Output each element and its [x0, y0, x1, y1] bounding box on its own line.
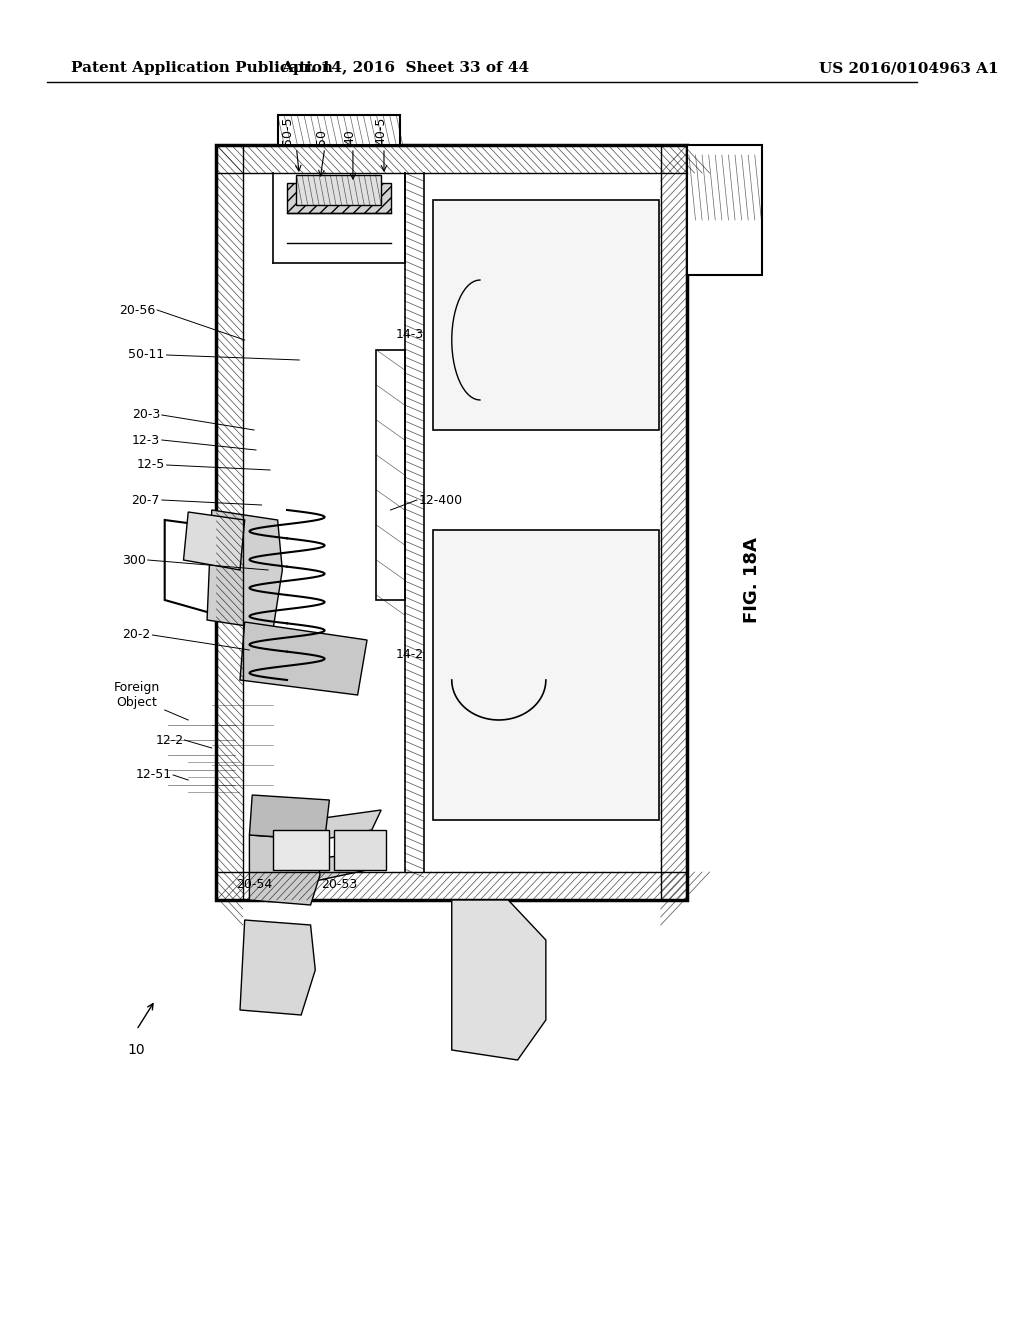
Polygon shape: [452, 900, 546, 1060]
Text: 12-3: 12-3: [132, 433, 160, 446]
Bar: [287, 183, 390, 213]
Bar: [297, 176, 381, 205]
Text: 50: 50: [315, 129, 329, 145]
Bar: [278, 115, 400, 145]
Polygon shape: [250, 795, 330, 840]
Text: 50-11: 50-11: [128, 348, 165, 362]
Bar: [433, 531, 658, 820]
Text: 20-2: 20-2: [122, 628, 151, 642]
Text: Patent Application Publication: Patent Application Publication: [71, 61, 333, 75]
Text: 12-5: 12-5: [136, 458, 165, 471]
Bar: [334, 830, 386, 870]
Text: 14-2: 14-2: [395, 648, 423, 661]
Text: 50-5: 50-5: [281, 116, 294, 145]
Text: 20-56: 20-56: [119, 304, 156, 317]
Bar: [273, 830, 330, 870]
Text: 12-400: 12-400: [419, 494, 463, 507]
Polygon shape: [240, 920, 315, 1015]
Polygon shape: [183, 512, 245, 570]
Text: 300: 300: [122, 553, 145, 566]
Text: Apr. 14, 2016  Sheet 33 of 44: Apr. 14, 2016 Sheet 33 of 44: [281, 61, 528, 75]
Bar: [216, 145, 687, 173]
Bar: [687, 145, 762, 275]
Polygon shape: [165, 520, 250, 620]
Text: 12-51: 12-51: [136, 768, 172, 781]
Polygon shape: [207, 510, 283, 630]
Text: 20-54: 20-54: [236, 879, 272, 891]
Text: FIG. 18A: FIG. 18A: [743, 537, 762, 623]
Text: 12-2: 12-2: [156, 734, 183, 747]
Text: 20-7: 20-7: [132, 494, 160, 507]
FancyBboxPatch shape: [216, 145, 687, 900]
Polygon shape: [273, 850, 377, 890]
Text: US 2016/0104963 A1: US 2016/0104963 A1: [819, 61, 998, 75]
Text: 20-53: 20-53: [321, 879, 357, 891]
Text: 40: 40: [344, 129, 356, 145]
Bar: [433, 201, 658, 430]
Polygon shape: [268, 810, 381, 850]
Text: Foreign
Object: Foreign Object: [114, 681, 160, 709]
Text: 14-3: 14-3: [395, 329, 423, 342]
Bar: [377, 350, 404, 601]
Polygon shape: [250, 836, 319, 906]
Text: 10: 10: [127, 1043, 144, 1057]
Polygon shape: [240, 622, 367, 696]
Text: 40-5: 40-5: [375, 116, 388, 145]
Text: 20-3: 20-3: [132, 408, 160, 421]
